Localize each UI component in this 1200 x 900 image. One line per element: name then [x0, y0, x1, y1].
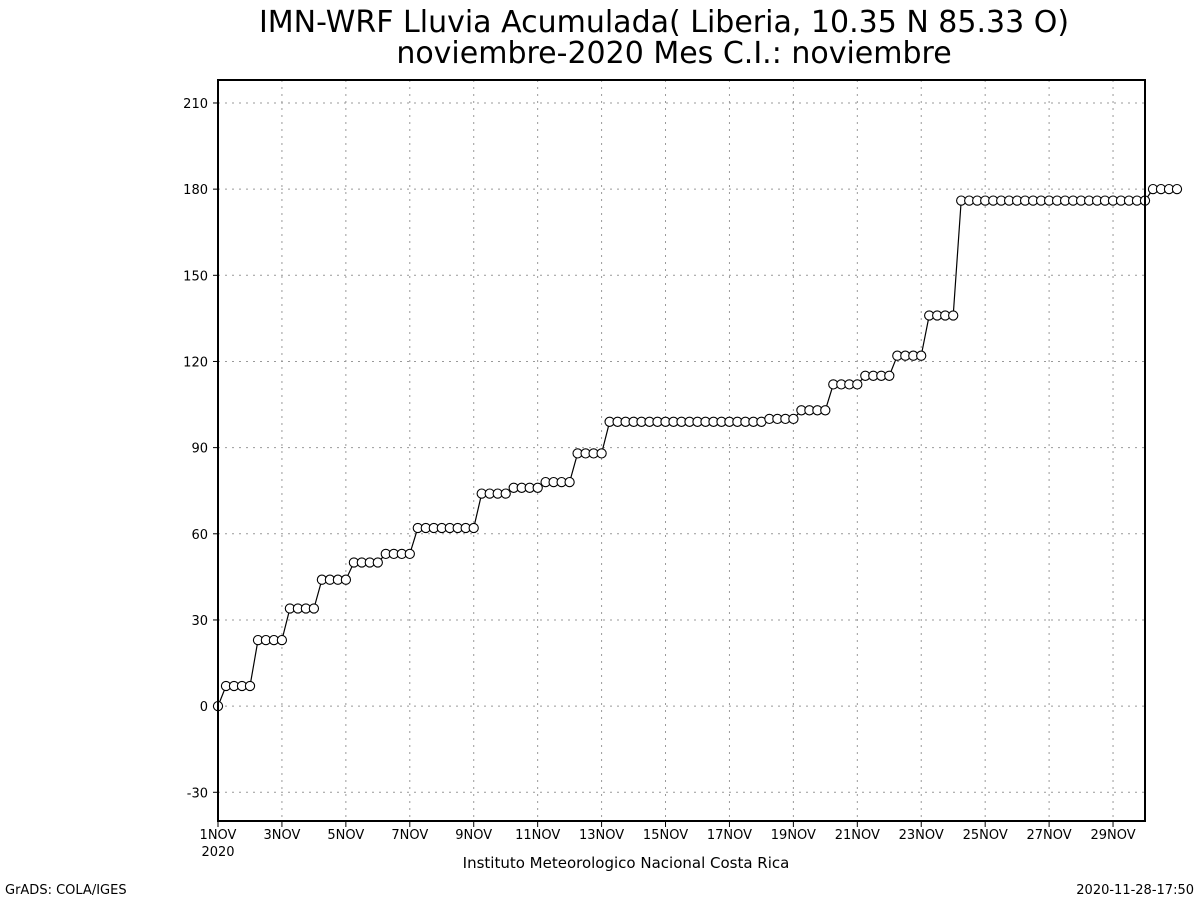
data-point	[372, 557, 383, 568]
grid-lines	[218, 80, 1145, 821]
x-tick-label: 27NOV	[1027, 828, 1072, 843]
data-point	[276, 634, 288, 646]
data-point	[244, 680, 256, 692]
data-point	[884, 370, 895, 381]
x-tick-label: 15NOV	[643, 828, 688, 843]
data-point	[1171, 183, 1183, 195]
data-point	[468, 522, 479, 534]
footer-institution: Instituto Meteorologico Nacional Costa R…	[463, 854, 790, 872]
data-point	[532, 482, 543, 493]
x-tick-label: 9NOV	[455, 828, 492, 843]
x-tick-label: 17NOV	[707, 828, 752, 843]
x-tick-label: 7NOV	[391, 828, 428, 843]
x-tick-label: 13NOV	[579, 828, 624, 843]
data-point	[340, 574, 352, 585]
x-tick-label: 1NOV	[200, 828, 237, 843]
x-tick-sublabel: 2020	[201, 845, 234, 860]
data-point	[308, 603, 320, 614]
y-tick-label: 120	[183, 355, 208, 370]
data-point	[916, 350, 927, 361]
plot-frame	[217, 79, 1146, 822]
footer-software: GrADS: COLA/IGES	[5, 883, 127, 898]
x-tick-label: 23NOV	[899, 828, 944, 843]
data-point	[564, 476, 575, 488]
data-point	[820, 405, 831, 416]
x-axis: 1NOV 2020 3NOV 5NOV 7NOV 9NOV 11NOV 13NOV 15NOV 1…	[200, 821, 1136, 860]
y-tick-label: 60	[191, 528, 208, 543]
y-axis: -30 0 30 60 90 120 150 180 210	[183, 97, 218, 801]
x-tick-label: 21NOV	[835, 828, 880, 843]
series-line	[217, 188, 1177, 707]
x-tick-label: 5NOV	[327, 828, 364, 843]
data-point	[404, 548, 415, 560]
y-tick-label: 180	[183, 183, 208, 198]
y-tick-label: -30	[187, 786, 208, 801]
x-tick-label: 29NOV	[1090, 828, 1135, 843]
series-line-group	[217, 188, 1177, 707]
y-tick-label: 210	[183, 97, 208, 112]
y-tick-label: 30	[191, 614, 208, 629]
data-point	[596, 448, 607, 459]
data-point	[500, 488, 511, 499]
y-tick-label: 90	[191, 442, 208, 457]
footer-timestamp: 2020-11-28-17:50	[1076, 883, 1194, 898]
x-tick-label: 3NOV	[263, 828, 300, 843]
chart-title-line1: IMN-WRF Lluvia Acumulada( Liberia, 10.35…	[259, 5, 1069, 40]
x-tick-label: 25NOV	[963, 828, 1008, 843]
y-tick-label: 0	[200, 700, 208, 715]
data-point	[788, 413, 799, 425]
y-tick-label: 150	[183, 269, 208, 284]
data-point	[852, 379, 863, 390]
series-points-group	[212, 183, 1183, 712]
x-tick-label: 11NOV	[515, 828, 560, 843]
x-tick-label: 19NOV	[771, 828, 816, 843]
data-point	[948, 310, 959, 321]
chart-title-line2: noviembre-2020 Mes C.I.: noviembre	[396, 36, 951, 71]
